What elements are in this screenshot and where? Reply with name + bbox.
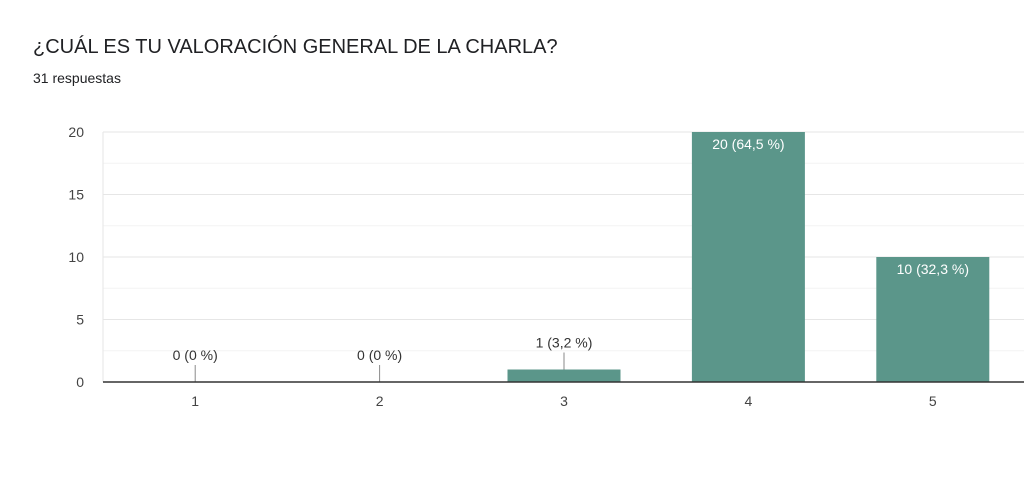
response-count: 31 respuestas	[33, 70, 121, 86]
x-tick-label: 5	[929, 393, 937, 409]
x-tick-label: 2	[376, 393, 384, 409]
y-tick-label: 20	[68, 124, 84, 140]
x-tick-label: 1	[191, 393, 199, 409]
data-label: 0 (0 %)	[173, 347, 218, 363]
bar-4[interactable]	[691, 132, 805, 382]
y-tick-label: 5	[76, 312, 84, 328]
y-tick-label: 15	[68, 187, 84, 203]
bar-5[interactable]	[876, 257, 990, 382]
data-label: 1 (3,2 %)	[536, 335, 593, 351]
x-tick-label: 4	[745, 393, 753, 409]
y-tick-label: 10	[68, 249, 84, 265]
data-label: 20 (64,5 %)	[712, 136, 784, 152]
x-tick-label: 3	[560, 393, 568, 409]
data-label: 10 (32,3 %)	[897, 261, 969, 277]
y-tick-label: 0	[76, 374, 84, 390]
data-label: 0 (0 %)	[357, 347, 402, 363]
chart-title: ¿CUÁL ES TU VALORACIÓN GENERAL DE LA CHA…	[33, 36, 558, 58]
bar-3[interactable]	[507, 369, 621, 383]
